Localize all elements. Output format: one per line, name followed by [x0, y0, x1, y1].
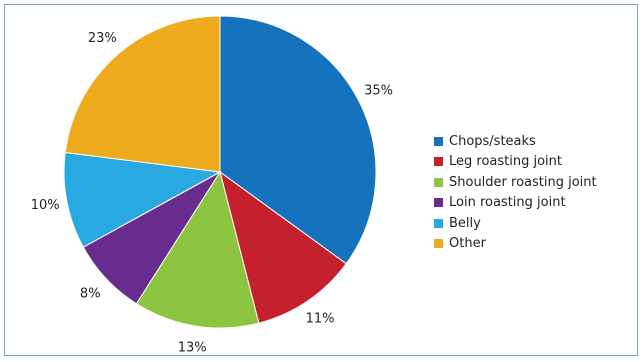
legend-label: Chops/steaks: [449, 133, 536, 149]
data-label-loin-roasting-joint: 8%: [80, 286, 101, 301]
legend-swatch: [434, 198, 443, 208]
legend-item-loin-roasting-joint: Loin roasting joint: [434, 193, 597, 214]
pie-slice-shoulder-roasting-joint: [135, 170, 260, 329]
pie-slice-chops-steaks: [219, 15, 377, 265]
data-label-other: 23%: [88, 31, 117, 46]
legend-item-leg-roasting-joint: Leg roasting joint: [434, 152, 597, 173]
data-label-chops-steaks: 35%: [364, 84, 393, 99]
data-label-belly: 10%: [31, 198, 60, 213]
legend-label: Leg roasting joint: [449, 154, 562, 170]
pie-slice-other: [64, 15, 221, 173]
legend-swatch: [434, 157, 443, 167]
data-label-shoulder-roasting-joint: 13%: [178, 340, 207, 355]
data-label-leg-roasting-joint: 11%: [306, 312, 335, 327]
legend-item-other: Other: [434, 234, 597, 255]
legend-item-shoulder-roasting-joint: Shoulder roasting joint: [434, 172, 597, 193]
legend-label: Loin roasting joint: [449, 195, 566, 211]
legend-swatch: [434, 239, 443, 249]
legend-swatch: [434, 218, 443, 228]
legend-item-belly: Belly: [434, 213, 597, 234]
pie-slice-leg-roasting-joint: [219, 170, 347, 324]
legend-label: Other: [449, 236, 486, 252]
legend-item-chops-steaks: Chops/steaks: [434, 131, 597, 152]
legend-label: Belly: [449, 215, 481, 231]
legend: Chops/steaks Leg roasting joint Shoulder…: [434, 131, 597, 254]
legend-label: Shoulder roasting joint: [449, 174, 597, 190]
pie-slice-belly: [63, 151, 222, 248]
legend-swatch: [434, 177, 443, 187]
legend-swatch: [434, 136, 443, 146]
